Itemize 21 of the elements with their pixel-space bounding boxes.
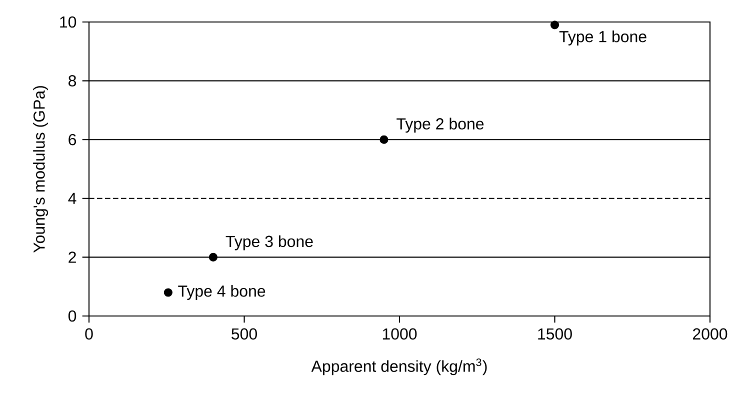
y-tick-label: 4 xyxy=(68,192,76,204)
annotation: Type 2 bone xyxy=(396,118,484,133)
point xyxy=(550,20,560,30)
annotation: Type 4 bone xyxy=(178,285,266,300)
x-tick-label: 1500 xyxy=(538,328,572,340)
point xyxy=(380,135,388,144)
point xyxy=(208,252,218,262)
y-tick-label: 2 xyxy=(68,252,76,263)
x-axis-title: Apparent density (kg/m$^{3}$) xyxy=(311,358,487,376)
y-tick-label: 10 xyxy=(60,16,76,28)
y-tick-label: 0 xyxy=(68,310,76,322)
annotation: Type 3 bone xyxy=(226,235,313,250)
point xyxy=(164,288,172,297)
y-axis-title: Young's modulus (GPa) xyxy=(33,86,48,253)
y-tick-label: 8 xyxy=(68,75,76,86)
y-tick-label: 6 xyxy=(68,134,76,146)
x-tick-label: 1000 xyxy=(382,328,417,340)
x-tick-label: 0 xyxy=(85,328,93,340)
x-tick-label: 500 xyxy=(232,328,257,340)
x-tick-label: 2000 xyxy=(692,328,728,340)
annotation: Type 1 bone xyxy=(559,30,646,46)
